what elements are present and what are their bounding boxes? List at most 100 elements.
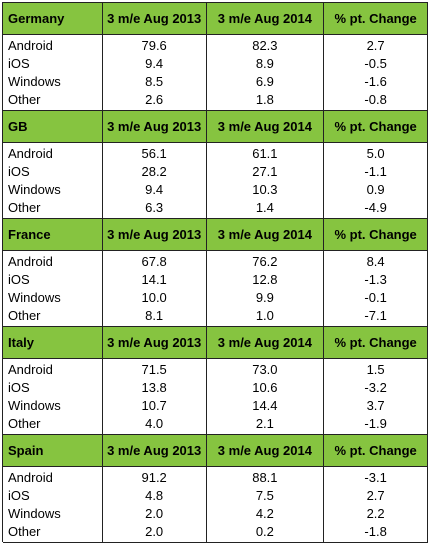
value-2014: 10.6: [252, 380, 278, 395]
col-header-2014: 3 m/e Aug 2014: [207, 219, 325, 250]
change-value: 2.7: [366, 38, 385, 53]
value-2014: 8.9: [255, 56, 274, 71]
os-label: Android: [8, 146, 53, 161]
value-2014-column: 88.1 7.5 4.2 0.2: [207, 467, 325, 542]
col-header-2014: 3 m/e Aug 2014: [207, 327, 325, 358]
country-label: GB: [3, 111, 103, 142]
section-header: Spain 3 m/e Aug 2013 3 m/e Aug 2014 % pt…: [3, 435, 428, 467]
value-2014: 1.0: [255, 308, 274, 323]
os-column: Android iOS Windows Other: [3, 467, 103, 542]
col-header-change: % pt. Change: [324, 111, 428, 142]
change-column: 5.0 -1.1 0.9 -4.9: [324, 143, 428, 218]
os-column: Android iOS Windows Other: [3, 251, 103, 326]
change-value: 3.7: [366, 398, 385, 413]
os-label: Android: [8, 38, 53, 53]
value-2014: 82.3: [252, 38, 278, 53]
value-2013: 4.0: [145, 416, 164, 431]
col-header-2014: 3 m/e Aug 2014: [207, 435, 325, 466]
change-value: -3.1: [364, 470, 387, 485]
os-label: Android: [8, 470, 53, 485]
value-2013: 10.7: [141, 398, 167, 413]
os-label: Windows: [8, 398, 61, 413]
section-body: Android iOS Windows Other 67.8 14.1 10.0…: [3, 251, 428, 327]
col-header-2013: 3 m/e Aug 2013: [103, 327, 207, 358]
change-value: -1.9: [364, 416, 387, 431]
os-label: Windows: [8, 74, 61, 89]
os-label: Windows: [8, 506, 61, 521]
value-2014-column: 73.0 10.6 14.4 2.1: [207, 359, 325, 434]
os-label: iOS: [8, 488, 30, 503]
country-section-gb: GB 3 m/e Aug 2013 3 m/e Aug 2014 % pt. C…: [3, 111, 428, 219]
change-column: 1.5 -3.2 3.7 -1.9: [324, 359, 428, 434]
value-2013: 56.1: [141, 146, 167, 161]
change-value: -0.1: [364, 290, 387, 305]
os-label: Android: [8, 254, 53, 269]
value-2014-column: 76.2 12.8 9.9 1.0: [207, 251, 325, 326]
col-header-change: % pt. Change: [324, 219, 428, 250]
value-2013: 2.0: [145, 506, 164, 521]
os-column: Android iOS Windows Other: [3, 143, 103, 218]
os-label: iOS: [8, 164, 30, 179]
change-value: -1.8: [364, 524, 387, 539]
change-value: 0.9: [366, 182, 385, 197]
section-body: Android iOS Windows Other 79.6 9.4 8.5 2…: [3, 35, 428, 111]
value-2013-column: 71.5 13.8 10.7 4.0: [103, 359, 207, 434]
col-header-change: % pt. Change: [324, 327, 428, 358]
value-2014: 7.5: [255, 488, 274, 503]
value-2014: 27.1: [252, 164, 278, 179]
col-header-2013: 3 m/e Aug 2013: [103, 219, 207, 250]
value-2013: 14.1: [141, 272, 167, 287]
col-header-2014: 3 m/e Aug 2014: [207, 111, 325, 142]
value-2013: 9.4: [145, 182, 164, 197]
section-body: Android iOS Windows Other 56.1 28.2 9.4 …: [3, 143, 428, 219]
change-value: -0.8: [364, 92, 387, 107]
value-2014: 61.1: [252, 146, 278, 161]
os-label: Windows: [8, 290, 61, 305]
os-label: Other: [8, 524, 41, 539]
value-2014: 73.0: [252, 362, 278, 377]
change-value: 8.4: [366, 254, 385, 269]
change-value: -1.3: [364, 272, 387, 287]
os-label: Other: [8, 92, 41, 107]
col-header-2013: 3 m/e Aug 2013: [103, 111, 207, 142]
section-header: GB 3 m/e Aug 2013 3 m/e Aug 2014 % pt. C…: [3, 111, 428, 143]
section-header: Italy 3 m/e Aug 2013 3 m/e Aug 2014 % pt…: [3, 327, 428, 359]
os-label: iOS: [8, 272, 30, 287]
col-header-change: % pt. Change: [324, 3, 428, 34]
change-value: -3.2: [364, 380, 387, 395]
section-header: France 3 m/e Aug 2013 3 m/e Aug 2014 % p…: [3, 219, 428, 251]
country-section-spain: Spain 3 m/e Aug 2013 3 m/e Aug 2014 % pt…: [3, 435, 428, 543]
os-label: Windows: [8, 182, 61, 197]
value-2014: 12.8: [252, 272, 278, 287]
value-2013: 91.2: [141, 470, 167, 485]
value-2013: 71.5: [141, 362, 167, 377]
section-body: Android iOS Windows Other 71.5 13.8 10.7…: [3, 359, 428, 435]
value-2013: 10.0: [141, 290, 167, 305]
value-2014: 0.2: [255, 524, 274, 539]
change-value: 2.7: [366, 488, 385, 503]
change-value: 1.5: [366, 362, 385, 377]
country-section-france: France 3 m/e Aug 2013 3 m/e Aug 2014 % p…: [3, 219, 428, 327]
value-2013: 4.8: [145, 488, 164, 503]
os-label: iOS: [8, 380, 30, 395]
os-label: Other: [8, 308, 41, 323]
value-2013: 13.8: [141, 380, 167, 395]
country-section-italy: Italy 3 m/e Aug 2013 3 m/e Aug 2014 % pt…: [3, 327, 428, 435]
value-2013: 67.8: [141, 254, 167, 269]
value-2013-column: 67.8 14.1 10.0 8.1: [103, 251, 207, 326]
col-header-2013: 3 m/e Aug 2013: [103, 435, 207, 466]
value-2013: 2.0: [145, 524, 164, 539]
os-label: Other: [8, 200, 41, 215]
change-value: -0.5: [364, 56, 387, 71]
value-2013: 2.6: [145, 92, 164, 107]
value-2014: 1.8: [255, 92, 274, 107]
value-2013: 9.4: [145, 56, 164, 71]
change-value: -1.1: [364, 164, 387, 179]
section-body: Android iOS Windows Other 91.2 4.8 2.0 2…: [3, 467, 428, 543]
value-2014: 76.2: [252, 254, 278, 269]
value-2013: 28.2: [141, 164, 167, 179]
os-label: Android: [8, 362, 53, 377]
value-2014-column: 82.3 8.9 6.9 1.8: [207, 35, 325, 110]
value-2014: 1.4: [255, 200, 274, 215]
